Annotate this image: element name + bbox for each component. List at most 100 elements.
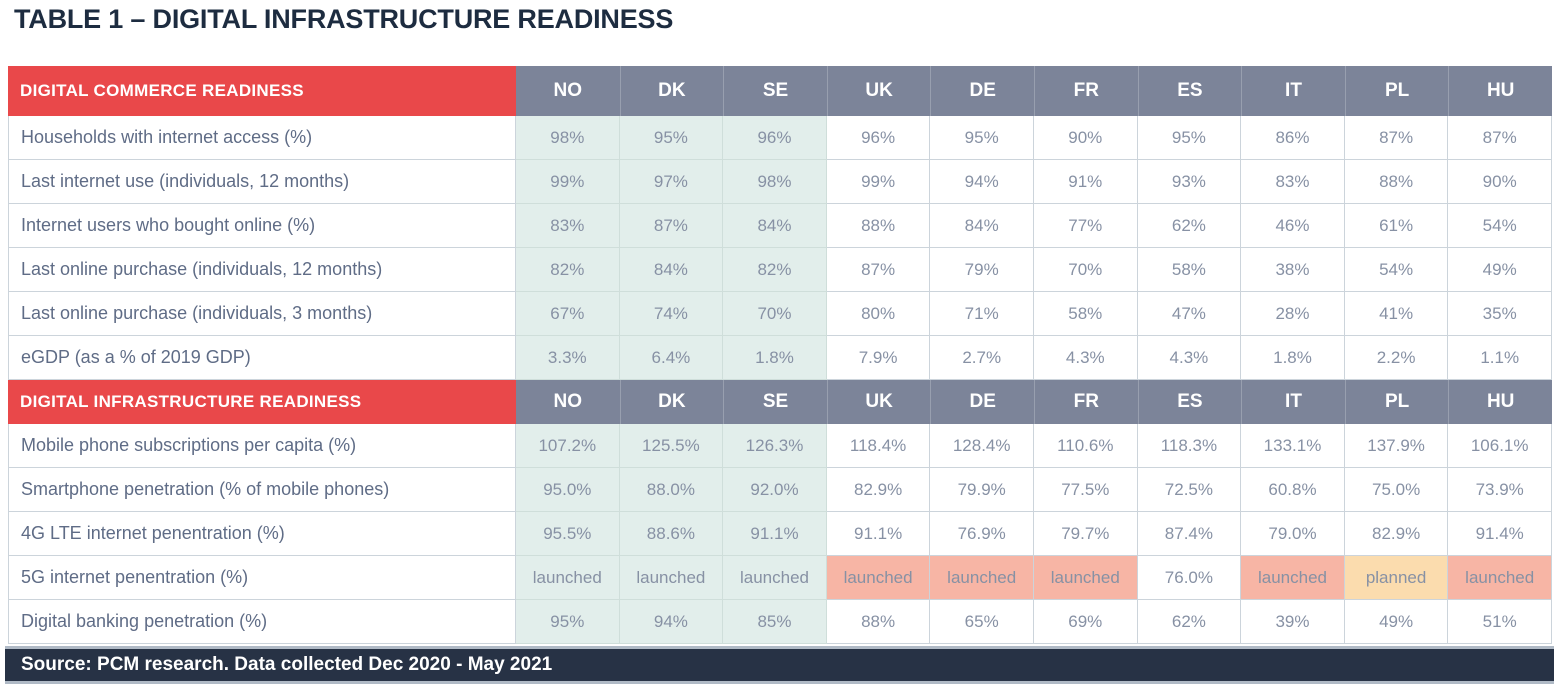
row-label: Last online purchase (individuals, 12 mo… xyxy=(8,248,516,292)
section-header-row: DIGITAL INFRASTRUCTURE READINESS NO DK SE UK… xyxy=(8,380,1552,424)
cell-dk: 95% xyxy=(619,116,724,160)
column-header-se: SE xyxy=(723,66,827,116)
cell-no: 95.5% xyxy=(516,512,620,556)
cell-hu: 54% xyxy=(1448,204,1552,248)
row-label: Last online purchase (individuals, 3 mon… xyxy=(8,292,516,336)
cell-pl: 88% xyxy=(1344,160,1449,204)
cell-it: 1.8% xyxy=(1241,336,1345,380)
cell-it: 133.1% xyxy=(1241,424,1345,468)
table-row: 5G internet penentration (%) launched laun… xyxy=(8,556,1552,600)
cell-de: 128.4% xyxy=(930,424,1034,468)
cell-it: 39% xyxy=(1241,600,1345,644)
cell-it: 46% xyxy=(1241,204,1345,248)
row-label: Smartphone penetration (% of mobile phon… xyxy=(8,468,516,512)
cell-es: 72.5% xyxy=(1137,468,1242,512)
cell-uk: 96% xyxy=(826,116,931,160)
cell-dk: 88.0% xyxy=(619,468,724,512)
cell-fr: 79.7% xyxy=(1033,512,1138,556)
table-row: 4G LTE internet penentration (%) 95.5% 88.… xyxy=(8,512,1552,556)
cell-dk: 6.4% xyxy=(619,336,724,380)
cell-de: 94% xyxy=(930,160,1034,204)
cell-fr: 70% xyxy=(1033,248,1138,292)
cell-no: 82% xyxy=(516,248,620,292)
table-row: Households with internet access (%) 98% 95… xyxy=(8,116,1552,160)
table-row: Digital banking penetration (%) 95% 94% 85%… xyxy=(8,600,1552,644)
cell-dk: 97% xyxy=(619,160,724,204)
cell-uk: 87% xyxy=(826,248,931,292)
cell-se: 85% xyxy=(723,600,827,644)
section-header: DIGITAL COMMERCE READINESS xyxy=(8,66,516,116)
section-header-row: DIGITAL COMMERCE READINESS NO DK SE UK DE FR ES… xyxy=(8,66,1552,116)
cell-no: 98% xyxy=(516,116,620,160)
column-header-hu: HU xyxy=(1448,66,1552,116)
cell-pl: 2.2% xyxy=(1344,336,1449,380)
source-footer: Source: PCM research. Data collected Dec… xyxy=(5,646,1554,684)
cell-uk: 88% xyxy=(826,600,931,644)
cell-hu: 73.9% xyxy=(1448,468,1552,512)
cell-de: 84% xyxy=(930,204,1034,248)
cell-de: 2.7% xyxy=(930,336,1034,380)
column-header-se: SE xyxy=(723,380,827,424)
cell-se: 98% xyxy=(723,160,827,204)
row-label: 4G LTE internet penentration (%) xyxy=(8,512,516,556)
cell-it: 28% xyxy=(1241,292,1345,336)
cell-se: 84% xyxy=(723,204,827,248)
cell-uk: launched xyxy=(826,556,931,600)
cell-de: 95% xyxy=(930,116,1034,160)
cell-de: 65% xyxy=(930,600,1034,644)
cell-dk: 88.6% xyxy=(619,512,724,556)
cell-fr: 91% xyxy=(1033,160,1138,204)
cell-pl: 75.0% xyxy=(1344,468,1449,512)
column-header-fr: FR xyxy=(1033,66,1138,116)
row-label: Last internet use (individuals, 12 month… xyxy=(8,160,516,204)
cell-hu: 90% xyxy=(1448,160,1552,204)
cell-es: 93% xyxy=(1137,160,1242,204)
cell-uk: 91.1% xyxy=(826,512,931,556)
cell-dk: 125.5% xyxy=(619,424,724,468)
cell-hu: 49% xyxy=(1448,248,1552,292)
cell-it: launched xyxy=(1241,556,1345,600)
column-header-dk: DK xyxy=(619,380,724,424)
cell-uk: 99% xyxy=(826,160,931,204)
cell-se: 70% xyxy=(723,292,827,336)
cell-dk: launched xyxy=(619,556,724,600)
cell-fr: launched xyxy=(1033,556,1138,600)
cell-uk: 7.9% xyxy=(826,336,931,380)
cell-no: launched xyxy=(516,556,620,600)
cell-se: 82% xyxy=(723,248,827,292)
row-label: Mobile phone subscriptions per capita (%… xyxy=(8,424,516,468)
column-header-uk: UK xyxy=(826,380,931,424)
table-row: Last internet use (individuals, 12 month… xyxy=(8,160,1552,204)
cell-de: 76.9% xyxy=(930,512,1034,556)
column-header-fr: FR xyxy=(1033,380,1138,424)
column-header-no: NO xyxy=(516,66,620,116)
cell-fr: 77% xyxy=(1033,204,1138,248)
table-row: Last online purchase (individuals, 3 mon… xyxy=(8,292,1552,336)
cell-pl: planned xyxy=(1344,556,1449,600)
row-label: Households with internet access (%) xyxy=(8,116,516,160)
cell-se: 96% xyxy=(723,116,827,160)
cell-es: 76.0% xyxy=(1137,556,1242,600)
row-label: Internet users who bought online (%) xyxy=(8,204,516,248)
cell-it: 83% xyxy=(1241,160,1345,204)
column-header-uk: UK xyxy=(826,66,931,116)
cell-fr: 110.6% xyxy=(1033,424,1138,468)
row-label: eGDP (as a % of 2019 GDP) xyxy=(8,336,516,380)
cell-fr: 90% xyxy=(1033,116,1138,160)
cell-se: 1.8% xyxy=(723,336,827,380)
cell-fr: 58% xyxy=(1033,292,1138,336)
column-header-hu: HU xyxy=(1448,380,1552,424)
cell-pl: 41% xyxy=(1344,292,1449,336)
source-text: Source: PCM research. Data collected Dec… xyxy=(21,654,553,675)
cell-hu: launched xyxy=(1448,556,1552,600)
cell-hu: 51% xyxy=(1448,600,1552,644)
cell-uk: 118.4% xyxy=(826,424,931,468)
column-header-es: ES xyxy=(1137,66,1242,116)
column-header-it: IT xyxy=(1241,380,1345,424)
table-row: Internet users who bought online (%) 83% 8… xyxy=(8,204,1552,248)
cell-es: 62% xyxy=(1137,204,1242,248)
cell-no: 3.3% xyxy=(516,336,620,380)
column-header-it: IT xyxy=(1241,66,1345,116)
cell-se: 92.0% xyxy=(723,468,827,512)
cell-es: 87.4% xyxy=(1137,512,1242,556)
